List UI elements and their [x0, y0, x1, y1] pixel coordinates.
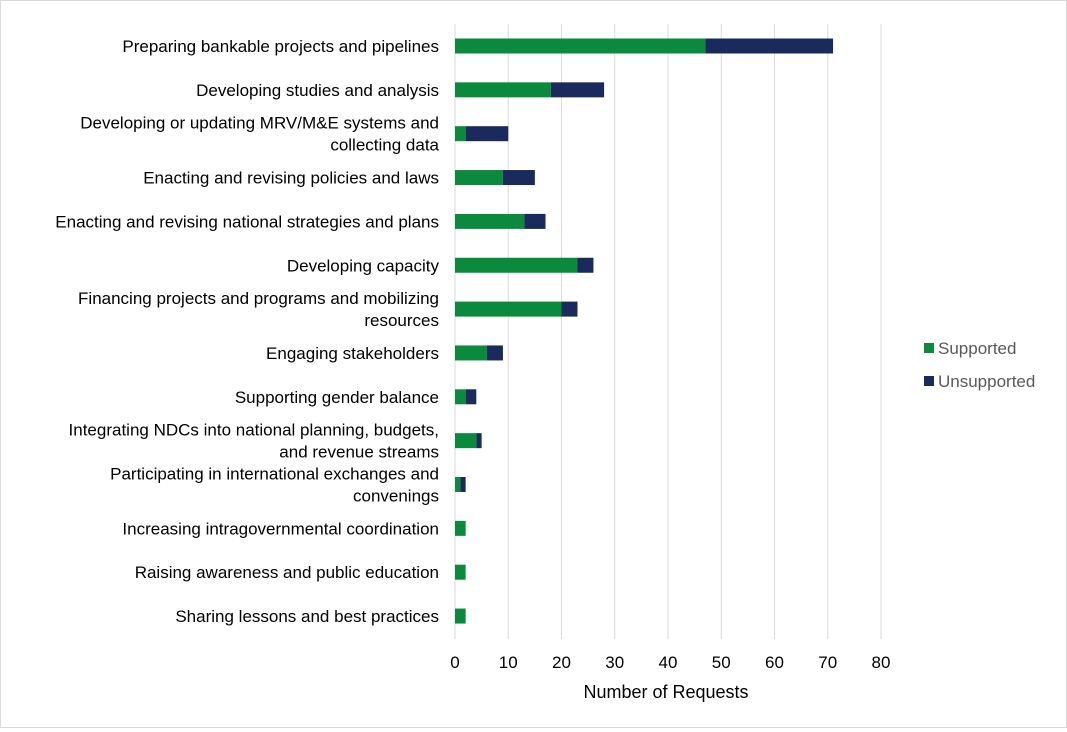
- x-tick-label: 80: [872, 653, 891, 672]
- category-label-line: Developing capacity: [287, 256, 440, 275]
- category-label: Developing capacity: [287, 256, 440, 275]
- bar-supported: [455, 126, 466, 142]
- category-label-line: resources: [364, 311, 439, 330]
- bars: [455, 38, 834, 624]
- legend-label-supported: Supported: [938, 339, 1016, 358]
- bar-unsupported: [577, 257, 594, 273]
- category-label-line: Developing studies and analysis: [196, 81, 439, 100]
- category-labels: Preparing bankable projects and pipeline…: [55, 37, 439, 626]
- bar-unsupported: [561, 301, 578, 317]
- category-label: Raising awareness and public education: [135, 563, 439, 582]
- category-label-line: Raising awareness and public education: [135, 563, 439, 582]
- category-label-line: Supporting gender balance: [235, 388, 439, 407]
- category-label-line: Financing projects and programs and mobi…: [78, 289, 439, 308]
- category-label: Engaging stakeholders: [266, 344, 439, 363]
- x-tick-label: 30: [605, 653, 624, 672]
- category-label-line: and revenue streams: [279, 443, 439, 462]
- category-label-line: collecting data: [330, 136, 439, 155]
- category-label-line: Developing or updating MRV/M&E systems a…: [80, 114, 439, 133]
- x-tick-label: 50: [712, 653, 731, 672]
- category-label: Sharing lessons and best practices: [175, 607, 439, 626]
- category-label-line: Increasing intragovernmental coordinatio…: [122, 519, 439, 538]
- x-tick-label: 40: [659, 653, 678, 672]
- bar-supported: [455, 433, 477, 449]
- x-tick-label: 70: [818, 653, 837, 672]
- x-tick-labels: 0 10 20 30 40 50 60 70 80: [450, 653, 890, 672]
- bar-supported: [455, 82, 551, 98]
- bar-supported: [455, 477, 461, 492]
- legend: Supported Unsupported: [924, 339, 1035, 391]
- gridlines: [454, 24, 882, 639]
- category-label: Developing studies and analysis: [196, 81, 439, 100]
- category-label-line: convenings: [353, 487, 439, 506]
- category-label-line: Integrating NDCs into national planning,…: [69, 421, 439, 440]
- category-label: Enacting and revising policies and laws: [143, 169, 439, 188]
- category-label: Integrating NDCs into national planning,…: [69, 421, 439, 462]
- bar-supported: [455, 170, 503, 186]
- x-tick-label: 0: [450, 653, 459, 672]
- bar-unsupported: [550, 82, 605, 98]
- x-tick-label: 60: [765, 653, 784, 672]
- bar-supported: [455, 564, 466, 580]
- category-label-line: Enacting and revising national strategie…: [55, 212, 439, 231]
- legend-swatch-unsupported: [924, 376, 934, 386]
- category-label-line: Sharing lessons and best practices: [175, 607, 439, 626]
- category-label: Preparing bankable projects and pipeline…: [122, 37, 439, 56]
- category-label-line: Engaging stakeholders: [266, 344, 439, 363]
- category-label: Developing or updating MRV/M&E systems a…: [80, 114, 439, 155]
- bar-unsupported: [502, 170, 535, 186]
- x-tick-label: 20: [552, 653, 571, 672]
- category-label-line: Participating in international exchanges…: [110, 465, 439, 484]
- bar-supported: [455, 608, 466, 624]
- bar-supported: [455, 301, 562, 317]
- bar-supported: [455, 213, 525, 229]
- category-label: Financing projects and programs and mobi…: [78, 289, 439, 330]
- category-label: Participating in international exchanges…: [110, 465, 439, 506]
- category-label-line: Preparing bankable projects and pipeline…: [122, 37, 439, 56]
- bar-supported: [455, 38, 706, 54]
- bar-supported: [455, 389, 466, 405]
- category-label: Enacting and revising national strategie…: [55, 212, 439, 231]
- x-tick-label: 10: [499, 653, 518, 672]
- legend-swatch-supported: [924, 343, 934, 353]
- bar-unsupported: [460, 477, 466, 492]
- category-label: Increasing intragovernmental coordinatio…: [122, 519, 439, 538]
- bar-unsupported: [524, 213, 546, 229]
- bar-supported: [455, 257, 578, 273]
- bar-unsupported: [705, 38, 834, 54]
- category-label-line: Enacting and revising policies and laws: [143, 169, 439, 188]
- category-label: Supporting gender balance: [235, 388, 439, 407]
- legend-label-unsupported: Unsupported: [938, 372, 1035, 391]
- bar-unsupported: [476, 433, 482, 449]
- x-axis-title: Number of Requests: [583, 682, 748, 702]
- bar-unsupported: [465, 126, 509, 142]
- bar-unsupported: [465, 389, 477, 405]
- bar-supported: [455, 520, 466, 536]
- bar-supported: [455, 345, 487, 361]
- bar-unsupported: [486, 345, 503, 361]
